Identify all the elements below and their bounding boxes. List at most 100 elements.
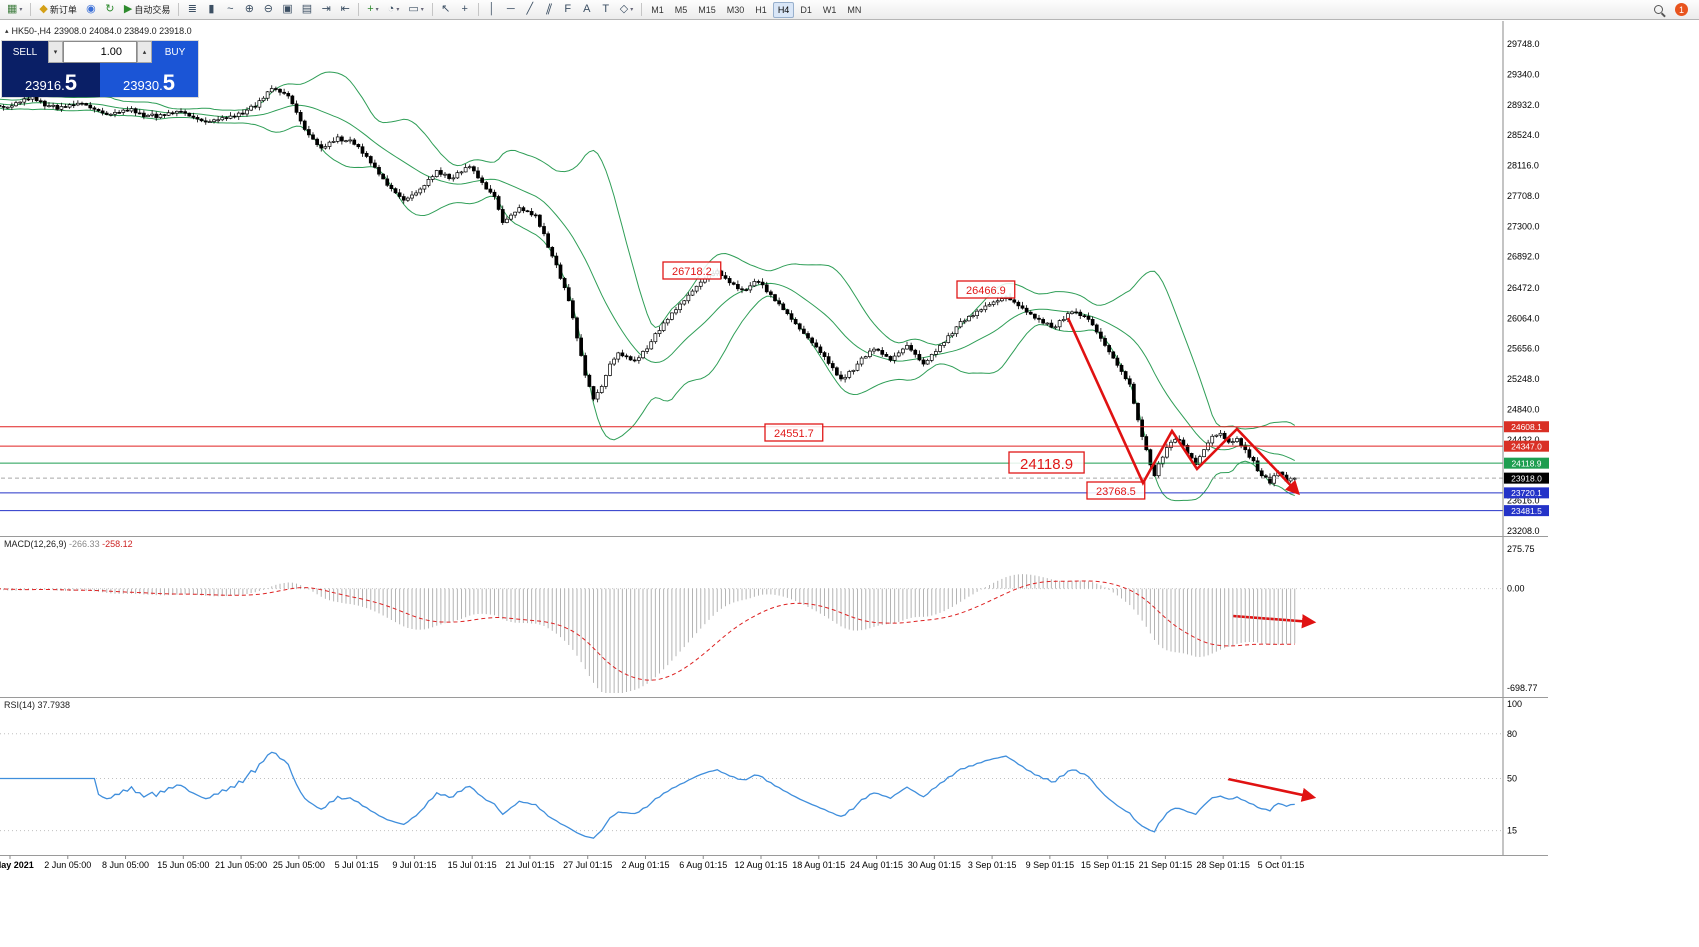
- auto-scroll-button[interactable]: ⇥: [317, 1, 335, 18]
- text-tool-button[interactable]: A: [578, 1, 596, 18]
- time-label[interactable]: 21 Sep 01:15: [1139, 860, 1193, 870]
- main-trend-arrow[interactable]: [1066, 317, 1300, 496]
- vertical-line-button[interactable]: │: [483, 1, 501, 18]
- candlesticks: [0, 85, 1297, 487]
- price-label: 23481.5: [1511, 506, 1542, 516]
- callout-box[interactable]: [662, 261, 722, 280]
- time-label[interactable]: 30 Aug 01:15: [908, 860, 961, 870]
- text-tool-icon: A: [583, 3, 591, 15]
- time-label[interactable]: 5 Jul 01:15: [335, 860, 379, 870]
- buy-button[interactable]: BUY: [152, 41, 198, 63]
- templates-button[interactable]: ▭ ▾: [404, 1, 427, 18]
- profile-button[interactable]: ◉: [82, 1, 100, 18]
- search-button[interactable]: [1649, 1, 1667, 18]
- notification-badge[interactable]: 1: [1675, 3, 1688, 16]
- candles-mode-button[interactable]: ▮: [202, 1, 220, 18]
- chart-quote-overlay: ▴ HK50-,H4 23908.0 24084.0 23849.0 23918…: [5, 26, 192, 36]
- chart-shift-button[interactable]: ⇤: [336, 1, 354, 18]
- refresh-button[interactable]: ↻: [101, 1, 119, 18]
- price-tick-label: 28932.0: [1507, 100, 1540, 110]
- time-label[interactable]: 15 Sep 01:15: [1081, 860, 1135, 870]
- shapes-button[interactable]: ◇ ▾: [616, 1, 637, 18]
- macd-axis-label: 0.00: [1507, 584, 1525, 594]
- crosshair-button[interactable]: +: [456, 1, 474, 18]
- timeframe-mn-button[interactable]: MN: [847, 4, 862, 15]
- time-label[interactable]: 24 Aug 01:15: [850, 860, 903, 870]
- timeframe-h1-button[interactable]: H1: [755, 4, 767, 15]
- volume-decrease-button[interactable]: ▾: [48, 41, 63, 63]
- timeframe-m5-button[interactable]: M5: [674, 4, 688, 15]
- toolbar-separator: [477, 3, 479, 16]
- macd-trend-arrow[interactable]: [1232, 614, 1317, 629]
- sell-button[interactable]: SELL: [2, 41, 48, 63]
- volume-input[interactable]: [63, 41, 137, 63]
- algo-trading-icon: ▶: [123, 3, 133, 15]
- callout-box[interactable]: [764, 423, 824, 442]
- time-label[interactable]: 28 Sep 01:15: [1196, 860, 1250, 870]
- bars-mode-icon: ≣: [187, 3, 197, 15]
- bars-mode-button[interactable]: ≣: [183, 1, 201, 18]
- time-label[interactable]: 9 Sep 01:15: [1026, 860, 1075, 870]
- fibonacci-button[interactable]: F: [559, 1, 577, 18]
- line-mode-button[interactable]: ~: [221, 1, 239, 18]
- toolbar-separator: [178, 3, 180, 16]
- time-label[interactable]: 25 Jun 05:00: [273, 860, 325, 870]
- timeframe-m1-button[interactable]: M1: [651, 4, 664, 15]
- callout-box[interactable]: [956, 280, 1016, 299]
- price-tick-label: 28524.0: [1507, 130, 1540, 140]
- time-label[interactable]: 21 Jul 01:15: [505, 860, 554, 870]
- volume-increase-button[interactable]: ▴: [137, 41, 152, 63]
- timeframe-m15-button[interactable]: M15: [698, 4, 716, 15]
- horizontal-line-button[interactable]: ─: [502, 1, 520, 18]
- chart-list-button[interactable]: ▤: [298, 1, 316, 18]
- ohlc-values: 23908.0 24084.0 23849.0 23918.0: [54, 26, 192, 36]
- zoom-out-button[interactable]: ⊖: [259, 1, 277, 18]
- new-order-button[interactable]: ◆ 新订单: [35, 1, 80, 18]
- timeframe-m30-button[interactable]: M30: [726, 4, 745, 15]
- time-label[interactable]: 2 Jun 05:00: [44, 860, 91, 870]
- time-label[interactable]: 3 Sep 01:15: [968, 860, 1017, 870]
- timeframe-h4-button[interactable]: H4: [772, 1, 795, 18]
- callout-text: 23768.5: [1096, 486, 1136, 498]
- toolbar-separator: [358, 3, 360, 16]
- time-label[interactable]: 9 Jul 01:15: [392, 860, 436, 870]
- channel-button[interactable]: ∥: [540, 1, 558, 18]
- time-label[interactable]: 15 Jun 05:00: [157, 860, 209, 870]
- buy-price-panel[interactable]: 23930. 5: [100, 63, 198, 97]
- time-label[interactable]: 27 Jul 01:15: [563, 860, 612, 870]
- new-chart-button[interactable]: ▦ ▾: [3, 1, 26, 18]
- macd-signal-line: [0, 580, 1295, 681]
- timeframe-w1-button[interactable]: W1: [822, 4, 837, 15]
- time-label[interactable]: 2 Aug 01:15: [621, 860, 669, 870]
- label-tool-button[interactable]: T: [597, 1, 615, 18]
- price-tick-label: 27708.0: [1507, 191, 1540, 201]
- price-tick-label: 23616.0: [1507, 496, 1540, 506]
- callout-text: 24551.7: [774, 428, 814, 440]
- time-label[interactable]: 21 Jun 05:00: [215, 860, 267, 870]
- time-label[interactable]: 18 Aug 01:15: [792, 860, 845, 870]
- sell-price-panel[interactable]: 23916. 5: [2, 63, 100, 97]
- rsi-indicator-label: RSI(14) 37.7938: [4, 700, 70, 710]
- chart-canvas[interactable]: 29748.0 29340.0 28932.0 28524.0 28116.0 27708…: [0, 20, 1699, 947]
- time-label[interactable]: 7 May 2021: [0, 860, 34, 870]
- time-label[interactable]: 15 Jul 01:15: [448, 860, 497, 870]
- caret-down-icon: ▾: [396, 7, 400, 13]
- vertical-line-icon: │: [488, 3, 496, 15]
- timeframe-d1-button[interactable]: D1: [800, 4, 812, 15]
- add-indicator-button[interactable]: + ▾: [363, 1, 382, 18]
- zoom-in-button[interactable]: ⊕: [240, 1, 258, 18]
- time-label[interactable]: 6 Aug 01:15: [679, 860, 727, 870]
- sell-price: 23916.: [24, 77, 65, 93]
- periods-button[interactable]: ◔ ▾: [384, 1, 404, 18]
- macd-axis-label: 275.75: [1507, 544, 1535, 554]
- time-label[interactable]: 12 Aug 01:15: [734, 860, 787, 870]
- callout-box[interactable]: [1008, 451, 1085, 474]
- time-label[interactable]: 5 Oct 01:15: [1258, 860, 1305, 870]
- cursor-button[interactable]: ↖: [437, 1, 455, 18]
- trendline-button[interactable]: ╱: [521, 1, 539, 18]
- tile-windows-button[interactable]: ▣: [278, 1, 296, 18]
- callout-box[interactable]: [1086, 481, 1146, 500]
- rsi-trend-arrow[interactable]: [1227, 777, 1317, 802]
- time-label[interactable]: 8 Jun 05:00: [102, 860, 149, 870]
- algo-trading-button[interactable]: ▶ 自动交易: [120, 1, 174, 18]
